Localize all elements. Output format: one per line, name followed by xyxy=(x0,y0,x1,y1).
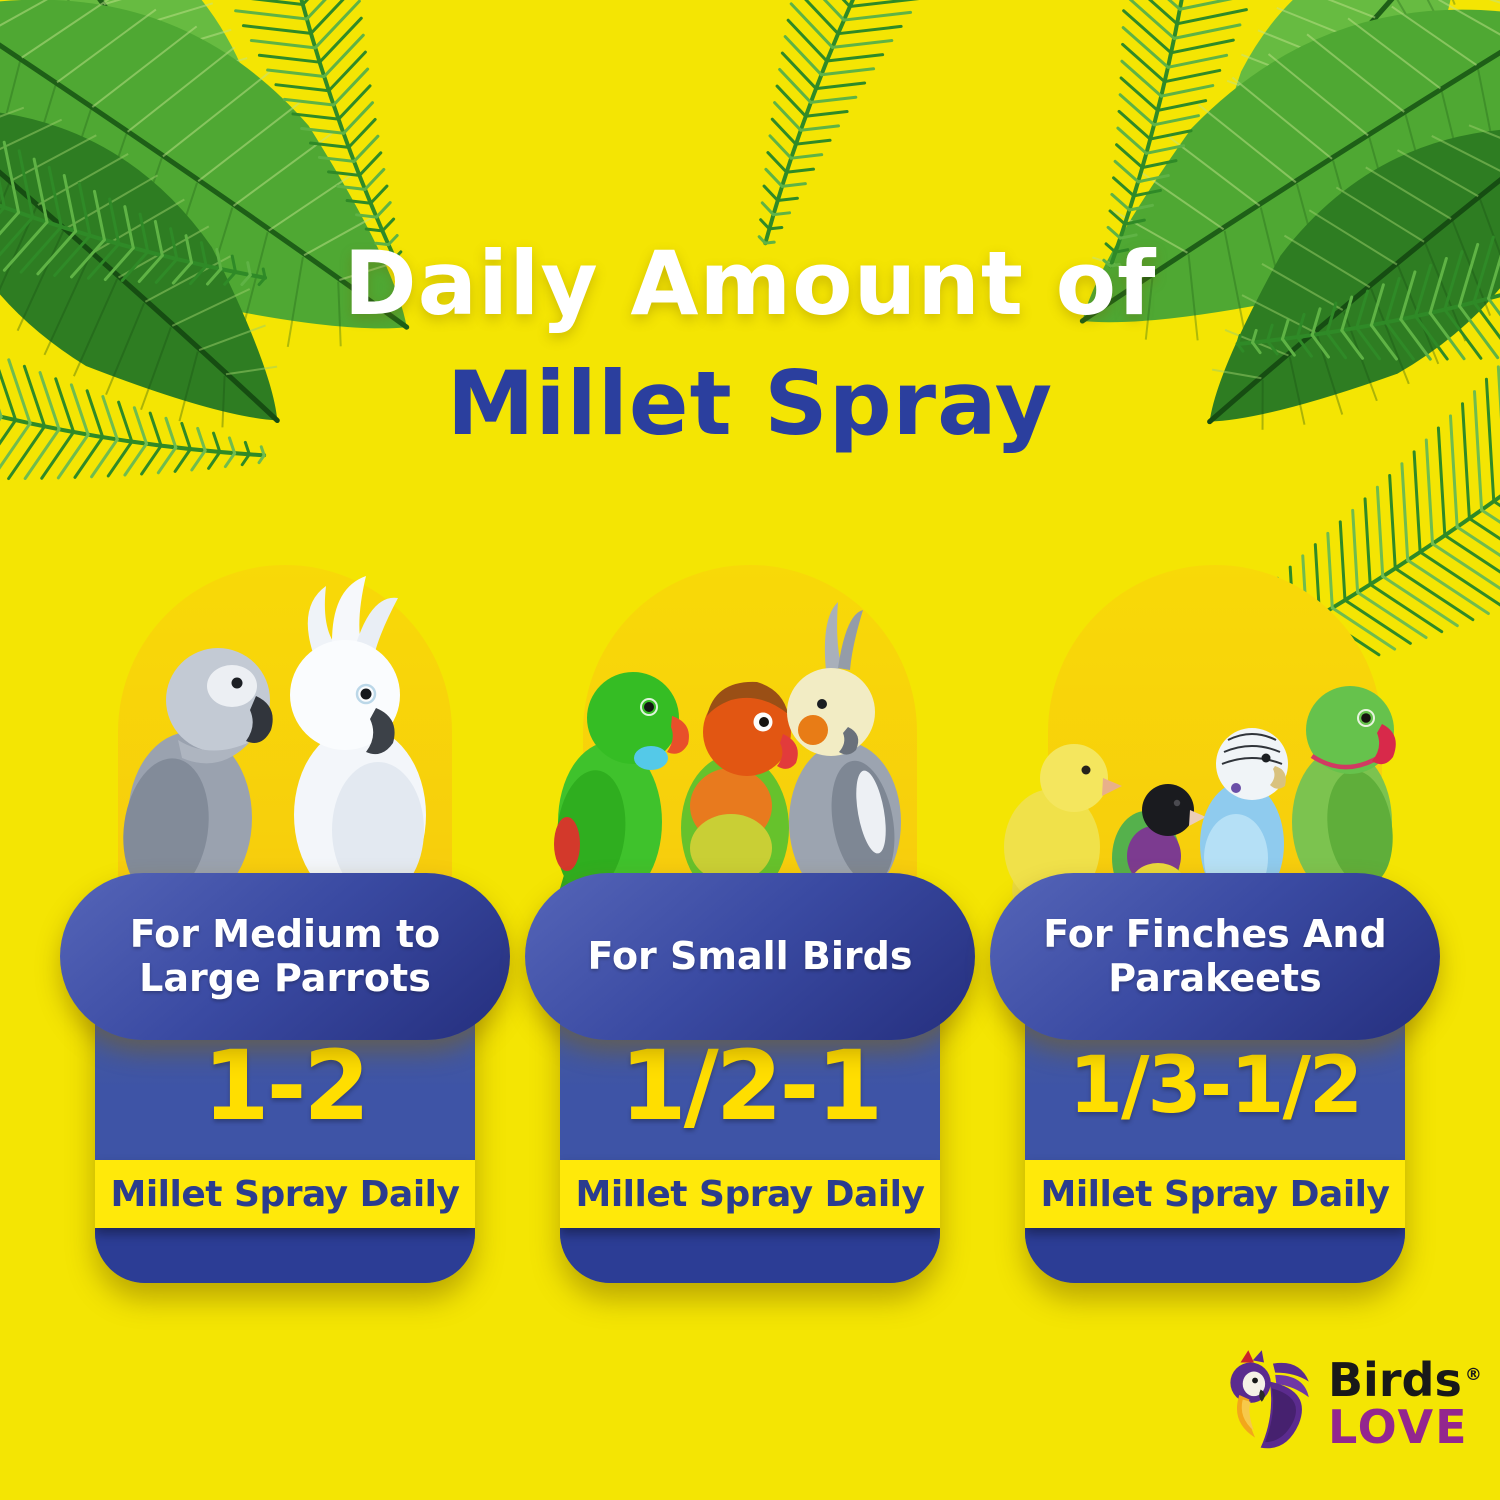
audience-label: For Small Birds xyxy=(587,933,913,978)
column-finches-parakeets: For Finches And Parakeets 1/3-1/2 Millet… xyxy=(990,565,1440,1325)
column-small-birds: For Small Birds 1/2-1 Millet Spray Daily xyxy=(525,565,975,1325)
birds-photo-small-birds xyxy=(554,602,901,905)
card-bottom-strip xyxy=(1025,1228,1405,1283)
frequency-label: Millet Spray Daily xyxy=(575,1173,925,1215)
audience-label: For Medium to Large Parrots xyxy=(129,911,441,1000)
frequency-label: Millet Spray Daily xyxy=(110,1173,460,1215)
frequency-band: Millet Spray Daily xyxy=(560,1160,940,1228)
dosage-card: 1/2-1 Millet Spray Daily xyxy=(560,960,940,1283)
registered-mark: ® xyxy=(1464,1364,1482,1385)
birds-love-parrot-icon xyxy=(1230,1350,1309,1449)
birds-love-logo: Birds ® LOVE xyxy=(1208,1348,1482,1460)
card-bottom-strip xyxy=(560,1228,940,1283)
bird-african-grey-parrot xyxy=(123,648,273,905)
birds-photo-finches-parakeets xyxy=(1004,686,1396,905)
amount-value: 1/2-1 xyxy=(619,1030,883,1142)
audience-pill: For Medium to Large Parrots xyxy=(60,873,510,1040)
bird-white-cockatoo xyxy=(290,576,426,904)
column-medium-large-parrots: For Medium to Large Parrots 1-2 Millet S… xyxy=(60,565,510,1325)
audience-pill: For Finches And Parakeets xyxy=(990,873,1440,1040)
brand-name-line2: LOVE xyxy=(1328,1400,1469,1454)
frequency-label: Millet Spray Daily xyxy=(1040,1173,1390,1215)
bird-cockatiel xyxy=(787,602,901,905)
frequency-band: Millet Spray Daily xyxy=(95,1160,475,1228)
birds-photo-medium-large-parrots xyxy=(123,576,426,905)
audience-pill: For Small Birds xyxy=(525,873,975,1040)
logo-text: Birds ® LOVE xyxy=(1328,1357,1482,1451)
card-bottom-strip xyxy=(95,1228,475,1283)
bird-lovebird xyxy=(681,681,798,902)
frequency-band: Millet Spray Daily xyxy=(1025,1160,1405,1228)
title-line-2: Millet Spray xyxy=(446,352,1054,455)
amount-value: 1-2 xyxy=(202,1030,370,1142)
title-line-1: Daily Amount of xyxy=(343,232,1157,335)
amount-value: 1/3-1/2 xyxy=(1068,1041,1363,1131)
brand-name-line1: Birds ® xyxy=(1328,1353,1482,1408)
bird-green-parrot xyxy=(554,672,689,905)
audience-label: For Finches And Parakeets xyxy=(1043,911,1387,1000)
